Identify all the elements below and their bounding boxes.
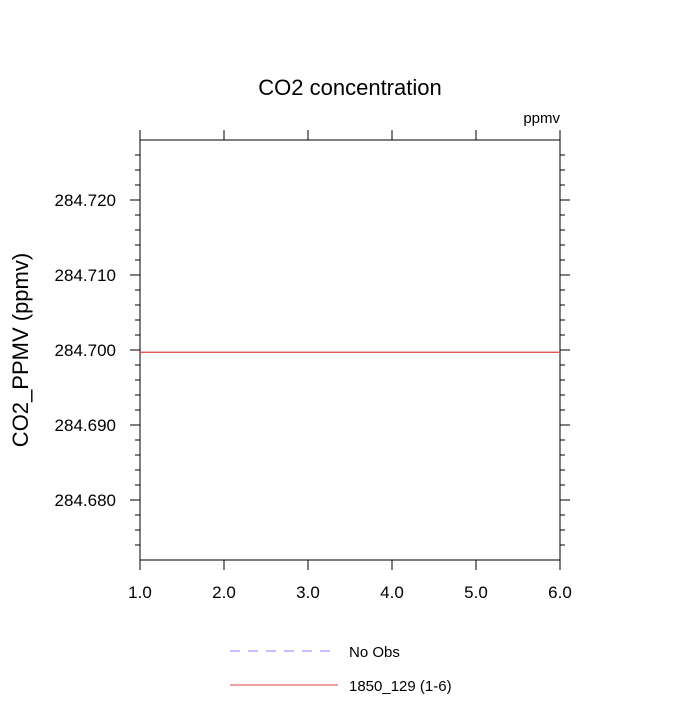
plot-area: 1.0 2.0 3.0 4.0 5.0 6.0 284.680 284.690 284.700 2… bbox=[55, 130, 572, 602]
y-tick-label: 284.680 bbox=[55, 491, 116, 510]
y-tick-label: 284.700 bbox=[55, 341, 116, 360]
legend-label: No Obs bbox=[349, 644, 400, 661]
x-tick-label: 4.0 bbox=[380, 583, 404, 602]
y-tick-label: 284.690 bbox=[55, 416, 116, 435]
x-tick-label: 6.0 bbox=[548, 583, 572, 602]
x-tick-label: 2.0 bbox=[212, 583, 236, 602]
units-label: ppmv bbox=[523, 110, 560, 127]
legend: No Obs 1850_129 (1-6) bbox=[230, 644, 452, 695]
y-tick-label: 284.720 bbox=[55, 191, 116, 210]
y-axis-label: CO2_PPMV (ppmv) bbox=[8, 253, 33, 447]
legend-label: 1850_129 (1-6) bbox=[349, 678, 452, 695]
x-tick-label: 1.0 bbox=[128, 583, 152, 602]
y-tick-label: 284.710 bbox=[55, 266, 116, 285]
x-tick-label: 3.0 bbox=[296, 583, 320, 602]
chart-title: CO2 concentration bbox=[258, 75, 441, 100]
x-tick-label: 5.0 bbox=[464, 583, 488, 602]
plot-frame bbox=[139, 139, 561, 561]
